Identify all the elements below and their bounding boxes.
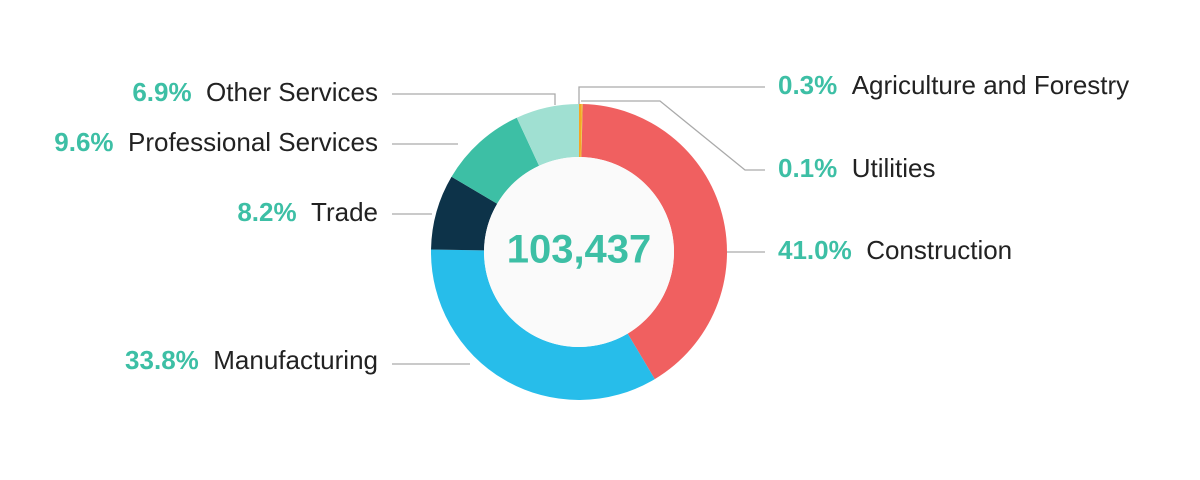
category-label: Agriculture and Forestry [852, 70, 1129, 100]
spacer [852, 235, 866, 265]
category-label: Trade [311, 197, 378, 227]
donut-slice [430, 249, 655, 401]
donut-slice [516, 104, 579, 166]
slice-label: 6.9% Other Services [132, 77, 378, 107]
slice-label: 8.2% Trade [237, 197, 378, 227]
slice-label: 0.3% Agriculture and Forestry [778, 70, 1129, 100]
leader-line [392, 93, 556, 105]
spacer [837, 70, 851, 100]
donut-slice [581, 104, 728, 380]
slice-label: 33.8% Manufacturing [125, 345, 378, 375]
category-label: Utilities [852, 153, 936, 183]
donut-slice [580, 104, 583, 158]
center-total: 103,437 [507, 228, 652, 272]
slice-label: 41.0% Construction [778, 235, 1012, 265]
slice-label: 9.6% Professional Services [54, 127, 378, 157]
spacer [837, 153, 851, 183]
donut-slice [431, 176, 498, 251]
spacer [114, 127, 128, 157]
category-label: Manufacturing [213, 345, 378, 375]
value-label: 41.0% [778, 235, 852, 265]
donut-slice [579, 104, 582, 158]
leader-line [581, 100, 765, 171]
category-label: Construction [866, 235, 1012, 265]
donut-hole [484, 157, 674, 347]
spacer [199, 345, 213, 375]
value-label: 33.8% [125, 345, 199, 375]
value-label: 6.9% [132, 77, 191, 107]
spacer [297, 197, 311, 227]
value-label: 0.3% [778, 70, 837, 100]
category-label: Other Services [206, 77, 378, 107]
leader-line [578, 86, 765, 104]
donut-slice [451, 117, 540, 204]
category-label: Professional Services [128, 127, 378, 157]
slice-label: 0.1% Utilities [778, 153, 936, 183]
spacer [192, 77, 206, 107]
value-label: 8.2% [237, 197, 296, 227]
value-label: 9.6% [54, 127, 113, 157]
value-label: 0.1% [778, 153, 837, 183]
